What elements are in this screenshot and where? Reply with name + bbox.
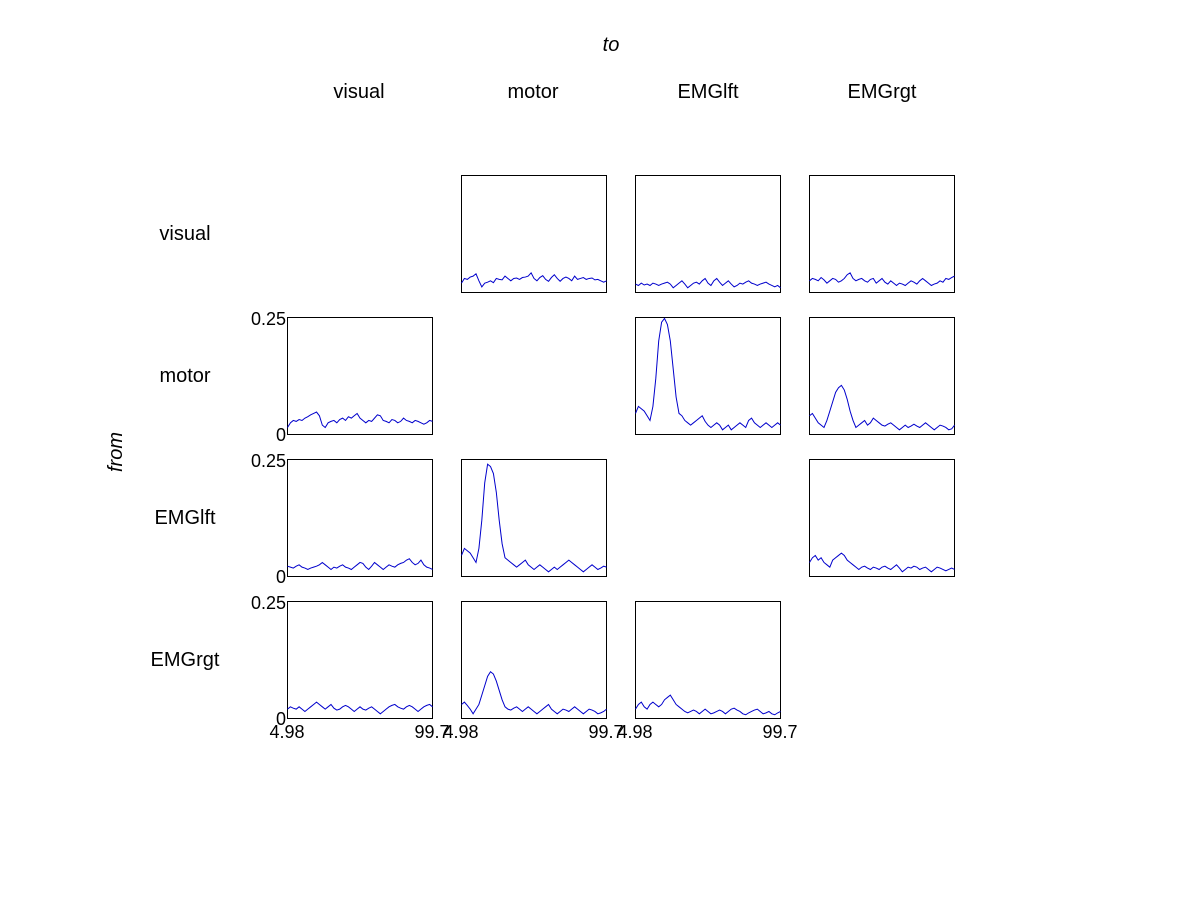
panel-emgrgt-to-motor: [461, 601, 607, 719]
panel-axes-box: [287, 601, 433, 719]
x-tick-label-min: 4.98: [617, 722, 652, 742]
panel-axes-box: [809, 459, 955, 577]
series-line: [809, 272, 955, 287]
series-line: [635, 277, 781, 289]
series-line: [287, 558, 433, 571]
row-label-emglft: EMGlft: [154, 507, 216, 529]
panel-motor-to-emglft: [635, 317, 781, 435]
panel-visual-to-emgrgt: [809, 175, 955, 293]
x-tick-label-min: 4.98: [443, 722, 478, 742]
panel-axes-box: [635, 175, 781, 293]
series-line: [287, 411, 433, 429]
series-line: [809, 552, 955, 573]
panel-motor-to-visual: [287, 317, 433, 435]
x-tick-label-max: 99.7: [762, 722, 797, 742]
column-label-emgrgt: EMGrgt: [848, 81, 917, 103]
x-tick-label-max: 99.7: [414, 722, 449, 742]
row-label-emgrgt: EMGrgt: [151, 649, 220, 671]
x-tick-label-max: 99.7: [588, 722, 623, 742]
panel-emgrgt-to-emglft: [635, 601, 781, 719]
series-line: [461, 271, 607, 288]
series-line: [461, 463, 607, 573]
series-line: [461, 670, 607, 715]
panel-emgrgt-to-visual: [287, 601, 433, 719]
y-tick-label-max: 0.25: [251, 309, 286, 329]
panel-emglft-to-emgrgt: [809, 459, 955, 577]
series-line: [287, 701, 433, 715]
panel-motor-to-emgrgt: [809, 317, 955, 435]
y-tick-label-min: 0: [276, 425, 286, 445]
series-line: [809, 384, 955, 431]
column-label-emglft: EMGlft: [677, 81, 739, 103]
panel-axes-box: [635, 601, 781, 719]
panel-axes-box: [809, 317, 955, 435]
to-label: to: [603, 34, 620, 56]
y-tick-label-max: 0.25: [251, 593, 286, 613]
from-label: from: [105, 432, 127, 472]
y-tick-label-max: 0.25: [251, 451, 286, 471]
row-label-visual: visual: [159, 223, 210, 245]
column-label-motor: motor: [507, 81, 558, 103]
series-line: [635, 317, 781, 431]
panel-axes-box: [809, 175, 955, 293]
x-tick-label-min: 4.98: [269, 722, 304, 742]
panel-visual-to-emglft: [635, 175, 781, 293]
column-label-visual: visual: [333, 81, 384, 103]
y-tick-label-min: 0: [276, 709, 286, 729]
panel-axes-box: [461, 175, 607, 293]
panel-emglft-to-visual: [287, 459, 433, 577]
y-tick-label-min: 0: [276, 567, 286, 587]
row-label-motor: motor: [159, 365, 210, 387]
panel-axes-box: [461, 459, 607, 577]
panel-axes-box: [635, 317, 781, 435]
panel-axes-box: [287, 317, 433, 435]
panel-visual-to-motor: [461, 175, 607, 293]
panel-axes-box: [287, 459, 433, 577]
panel-axes-box: [461, 601, 607, 719]
series-line: [635, 694, 781, 716]
panel-emglft-to-motor: [461, 459, 607, 577]
